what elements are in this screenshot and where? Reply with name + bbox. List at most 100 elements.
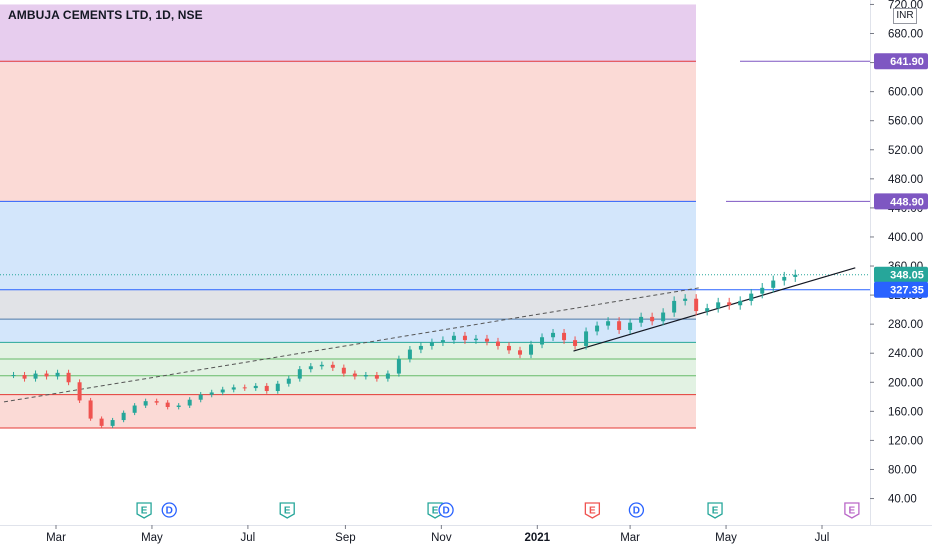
candle [407, 349, 412, 360]
fib-zone [0, 319, 696, 343]
candle [220, 389, 225, 393]
candle [606, 321, 611, 326]
fib-zone [0, 4, 696, 63]
earnings-marker[interactable] [707, 502, 723, 519]
candle [518, 350, 523, 355]
price-badge [874, 266, 928, 283]
event-label: D [633, 506, 640, 517]
candle [529, 344, 534, 355]
x-tick-label: Sep [335, 532, 355, 544]
candle [88, 400, 93, 419]
candle [341, 367, 346, 374]
candle [495, 341, 500, 346]
candle [738, 300, 743, 306]
candle [617, 321, 622, 330]
candle [352, 373, 357, 377]
candle [286, 378, 291, 384]
fib-zone [0, 342, 696, 395]
y-tick-label: 600.00 [888, 87, 923, 99]
y-tick-label: 680.00 [888, 29, 923, 41]
fib-zone [0, 202, 696, 291]
earnings-marker[interactable] [844, 502, 860, 519]
fib-zone [0, 394, 696, 429]
candle [727, 302, 732, 306]
event-label: D [442, 506, 449, 517]
candle [198, 394, 203, 400]
price-badge-label: 641.90 [890, 56, 924, 68]
candle [562, 332, 567, 341]
y-tick-label: 40.00 [888, 494, 917, 506]
candle [749, 293, 754, 301]
candle [66, 372, 71, 383]
x-tick-label: Mar [46, 532, 66, 544]
dashed-trendline[interactable] [3, 287, 700, 403]
candle [429, 342, 434, 346]
event-label: E [589, 506, 596, 517]
candle [187, 399, 192, 406]
price-badge-label: 327.35 [890, 285, 924, 297]
candle [584, 331, 589, 346]
candle [782, 276, 787, 281]
candle [440, 340, 445, 343]
x-tick-label: Jul [241, 532, 256, 544]
candle [110, 420, 115, 426]
candle [628, 322, 633, 330]
y-tick-label: 720.00 [888, 0, 923, 11]
candle [573, 340, 578, 346]
price-badge [874, 193, 928, 210]
currency-label[interactable]: INR [893, 8, 917, 24]
dividend-marker[interactable] [438, 502, 454, 518]
candle [639, 316, 644, 323]
candle [275, 383, 280, 391]
x-tick-label: Nov [431, 532, 452, 544]
candle [418, 345, 423, 350]
candle [55, 372, 60, 377]
candle [650, 316, 655, 322]
price-badge [874, 53, 928, 70]
candle [308, 366, 313, 370]
event-label: D [166, 506, 173, 517]
fib-zone [0, 62, 696, 203]
candle [242, 387, 247, 389]
candle [595, 325, 600, 332]
fib-lines-layer [0, 60, 870, 429]
event-label: E [712, 506, 719, 517]
trendlines-layer[interactable] [3, 267, 856, 403]
candle [77, 382, 82, 401]
time-axis-background [0, 525, 932, 550]
x-tick-label: Mar [620, 532, 640, 544]
price-badge-label: 348.05 [890, 270, 924, 282]
candle [661, 312, 666, 322]
candle [154, 401, 159, 403]
y-tick-label: 80.00 [888, 464, 917, 476]
price-badge-label: 448.90 [890, 196, 924, 208]
event-label: E [849, 506, 856, 517]
support-trendline[interactable] [573, 267, 856, 352]
y-tick-label: 240.00 [888, 348, 923, 360]
candle [694, 298, 699, 312]
earnings-marker[interactable] [427, 502, 443, 519]
candle [793, 274, 798, 277]
x-tick-label: Jul [815, 532, 830, 544]
earnings-marker[interactable] [584, 502, 601, 519]
chart-title: AMBUJA CEMENTS LTD, 1D, NSE [8, 8, 203, 22]
dividend-marker[interactable] [161, 502, 177, 518]
event-label: E [432, 506, 439, 517]
candle [760, 287, 765, 294]
time-axis[interactable]: Mar May Jul Sep Nov 2021 Mar May Jul [0, 525, 932, 550]
y-tick-label: 560.00 [888, 116, 923, 128]
x-tick-label: May [141, 532, 163, 544]
earnings-marker[interactable] [136, 502, 152, 519]
y-tick-label: 200.00 [888, 377, 923, 389]
candle [209, 392, 214, 395]
candles-layer [11, 269, 798, 428]
candle [551, 332, 556, 338]
candle [143, 401, 148, 406]
earnings-marker[interactable] [279, 502, 295, 519]
candle [363, 375, 368, 377]
candle [297, 369, 302, 379]
dividend-marker[interactable] [628, 502, 645, 518]
